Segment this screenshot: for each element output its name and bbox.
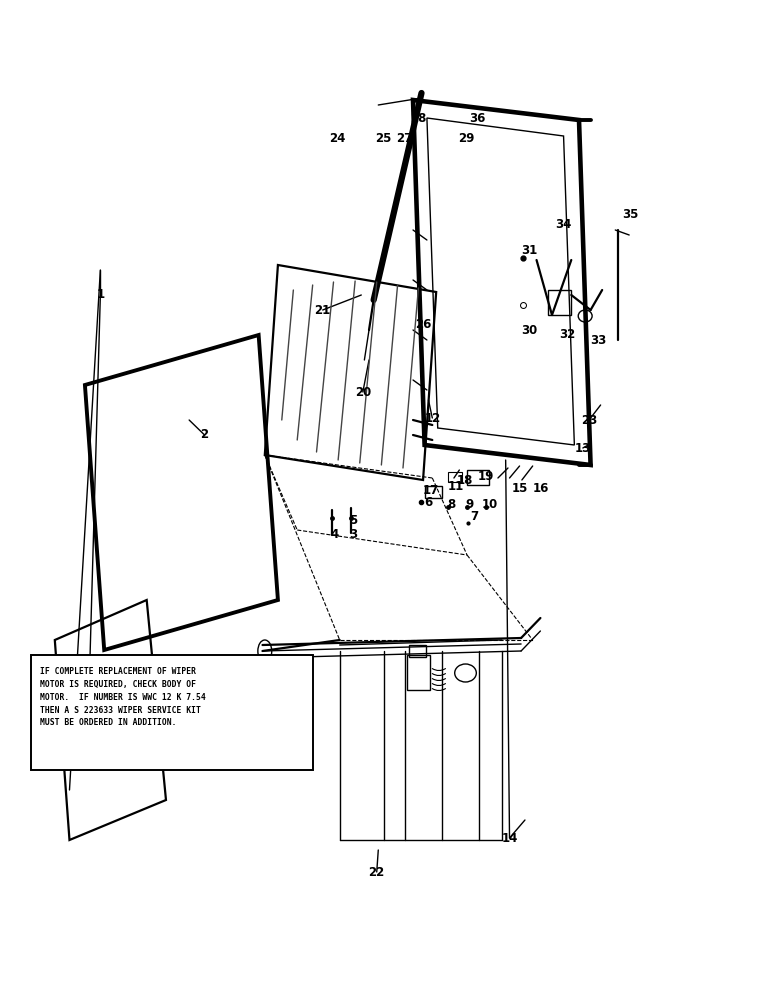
Text: 13: 13 [574,442,591,454]
Text: 34: 34 [555,219,572,232]
Bar [467,470,489,485]
Text: 27: 27 [396,131,413,144]
Text: 17: 17 [422,484,439,496]
Text: 9: 9 [466,498,473,512]
Text: 25: 25 [375,131,392,144]
Text: 8: 8 [448,498,455,512]
Bar [409,645,426,657]
Text: 26: 26 [415,318,432,332]
Text: 24: 24 [329,131,346,144]
Bar [548,290,571,315]
Text: 21: 21 [314,304,331,316]
Text: 31: 31 [520,243,537,256]
Text: 14: 14 [501,832,518,844]
Text: 11: 11 [447,481,464,493]
Text: 22: 22 [368,865,385,879]
Text: 36: 36 [469,111,486,124]
Text: 23: 23 [581,414,598,426]
Text: 32: 32 [559,328,576,342]
Text: 20: 20 [354,385,371,398]
Text: 4: 4 [331,528,339,542]
Text: 15: 15 [511,482,528,494]
Text: 35: 35 [622,209,639,222]
Bar [31,655,313,770]
Text: 28: 28 [410,111,427,124]
Bar [425,486,442,498]
Text: 3: 3 [350,528,357,542]
Text: 7: 7 [470,510,478,524]
Text: 10: 10 [482,498,499,512]
Text: 12: 12 [424,412,441,424]
Bar [407,655,430,690]
Text: 29: 29 [458,131,475,144]
Text: 16: 16 [532,482,549,494]
Bar [448,472,462,482]
Text: 19: 19 [478,471,495,484]
Text: 33: 33 [590,334,607,347]
Text: IF COMPLETE REPLACEMENT OF WIPER
MOTOR IS REQUIRED, CHECK BODY OF
MOTOR.  IF NUM: IF COMPLETE REPLACEMENT OF WIPER MOTOR I… [40,667,206,727]
Text: 30: 30 [520,324,537,336]
Text: 2: 2 [201,428,208,442]
Text: 1: 1 [96,288,104,302]
Text: 6: 6 [425,495,432,508]
Text: 18: 18 [456,474,473,487]
Text: 5: 5 [350,514,357,526]
